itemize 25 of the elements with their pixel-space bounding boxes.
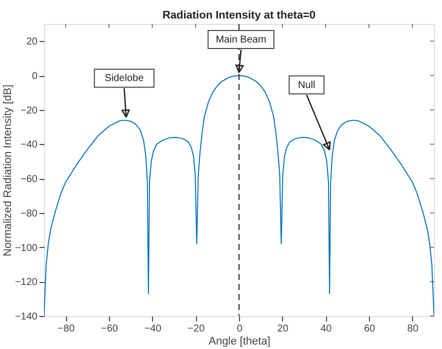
y-tick-label: 20 (26, 36, 38, 48)
annotation: Null (298, 80, 316, 91)
line-series (44, 75, 434, 316)
y-tick-label: −100 (14, 242, 38, 254)
y-tick-label: −120 (14, 277, 38, 288)
x-tick-label: −20 (188, 324, 206, 334)
x-tick-label: 60 (364, 324, 376, 334)
x-tick-label: 40 (320, 324, 332, 334)
chart-title: Radiation Intensity at theta=0 (162, 9, 316, 22)
y-tick-label: −40 (20, 140, 38, 151)
y-tick-label: −20 (20, 105, 38, 116)
x-tick-label: 20 (277, 324, 289, 334)
y-tick-label: −80 (20, 208, 38, 220)
y-tick-label: −60 (20, 174, 38, 186)
x-tick-label: −40 (144, 324, 162, 334)
x-axis-title: Angle [theta] (208, 336, 270, 348)
x-tick-label: −60 (101, 324, 118, 334)
y-tick-label: −140 (14, 312, 38, 322)
x-tick-label: 0 (236, 324, 243, 334)
y-axis-title: Normalized Radiation Intensity [dB] (2, 84, 14, 256)
annotation: Main Beam (216, 34, 266, 46)
y-tick-label: 0 (32, 71, 38, 82)
annotation: Sidelobe (104, 73, 144, 84)
x-tick-label: −80 (58, 324, 76, 334)
x-tick-label: 80 (407, 324, 419, 334)
